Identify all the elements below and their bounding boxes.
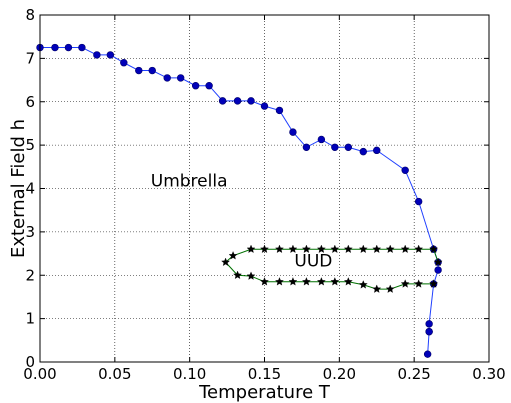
x-tick-label: 0.30 — [472, 365, 505, 383]
series-0 — [36, 43, 442, 358]
data-point — [400, 279, 410, 288]
data-point — [247, 97, 255, 105]
data-point — [331, 143, 339, 151]
y-tick-label: 8 — [25, 6, 35, 24]
data-point — [423, 350, 432, 358]
x-tick-label: 0.15 — [248, 365, 281, 383]
data-point — [260, 102, 269, 110]
x-tick-label: 0.25 — [397, 365, 430, 383]
y-tick-label: 1 — [25, 310, 35, 328]
data-point — [275, 106, 284, 115]
y-tick-label: 7 — [25, 49, 35, 67]
y-tick-label: 6 — [25, 93, 35, 111]
data-point — [246, 244, 256, 253]
data-point — [317, 135, 326, 144]
data-point — [218, 97, 227, 105]
y-tick-label: 3 — [25, 223, 35, 241]
data-point — [330, 244, 340, 253]
data-point — [317, 277, 326, 286]
grid-lines — [40, 15, 489, 362]
data-point — [221, 257, 230, 266]
data-point — [373, 146, 381, 155]
x-tick-label: 0.05 — [98, 365, 131, 383]
data-point — [288, 277, 298, 286]
axis-ticks: 0.00 0.05 0.10 0.15 0.20 0.25 0.30 0 1 2 3 4 5 6 7 8 — [23, 6, 505, 383]
data-point — [275, 244, 284, 253]
data-point — [372, 284, 382, 293]
data-point — [330, 277, 340, 286]
x-axis-label: Temperature T — [198, 382, 331, 403]
data-point — [358, 280, 368, 289]
data-point — [288, 244, 298, 253]
data-point — [414, 197, 423, 206]
y-tick-label: 2 — [25, 266, 35, 284]
data-point — [358, 244, 368, 253]
data-point — [205, 82, 213, 90]
data-point — [385, 244, 395, 253]
data-point — [414, 244, 424, 253]
data-point — [434, 266, 442, 274]
data-point — [78, 43, 86, 52]
data-point — [228, 251, 238, 260]
data-point — [429, 279, 438, 288]
data-point — [425, 327, 433, 336]
data-point — [148, 66, 156, 75]
x-tick-label: 0.20 — [323, 365, 356, 383]
data-point — [246, 271, 256, 280]
data-point — [372, 244, 382, 253]
data-point — [401, 166, 409, 174]
y-tick-label: 0 — [25, 353, 35, 371]
data-point — [191, 82, 200, 90]
annotations: Umbrella UUD — [151, 171, 333, 271]
data-point — [260, 277, 269, 286]
data-point — [344, 143, 353, 151]
data-point — [343, 277, 353, 286]
x-tick-label: 0.10 — [173, 365, 206, 383]
data-point — [414, 279, 424, 288]
data-point — [400, 244, 410, 253]
data-point — [51, 43, 59, 52]
annotation-label: UUD — [294, 252, 332, 272]
data-point — [275, 277, 284, 286]
series-1 — [221, 244, 443, 293]
annotation-label: Umbrella — [151, 171, 228, 191]
data-point — [233, 270, 242, 279]
series-line — [40, 47, 439, 355]
series-layer — [36, 43, 443, 358]
data-point — [260, 244, 269, 253]
data-point — [163, 74, 171, 82]
data-point — [317, 244, 326, 253]
data-point — [64, 43, 73, 52]
data-point — [135, 66, 143, 75]
data-point — [302, 244, 311, 253]
data-point — [233, 97, 242, 105]
data-point — [429, 244, 438, 253]
data-point — [106, 51, 115, 59]
y-tick-label: 4 — [25, 180, 35, 198]
data-point — [93, 51, 101, 59]
data-point — [385, 284, 395, 293]
data-point — [302, 143, 311, 151]
y-tick-label: 5 — [25, 136, 35, 154]
data-point — [302, 277, 311, 286]
data-point — [343, 244, 353, 253]
data-point — [289, 128, 297, 136]
data-point — [176, 74, 185, 82]
data-point — [359, 147, 367, 156]
data-point — [425, 320, 433, 328]
data-point — [120, 59, 128, 67]
data-point — [433, 257, 443, 266]
y-axis-label: External Field h — [8, 119, 29, 258]
x-tick-label: 0.00 — [23, 365, 56, 383]
